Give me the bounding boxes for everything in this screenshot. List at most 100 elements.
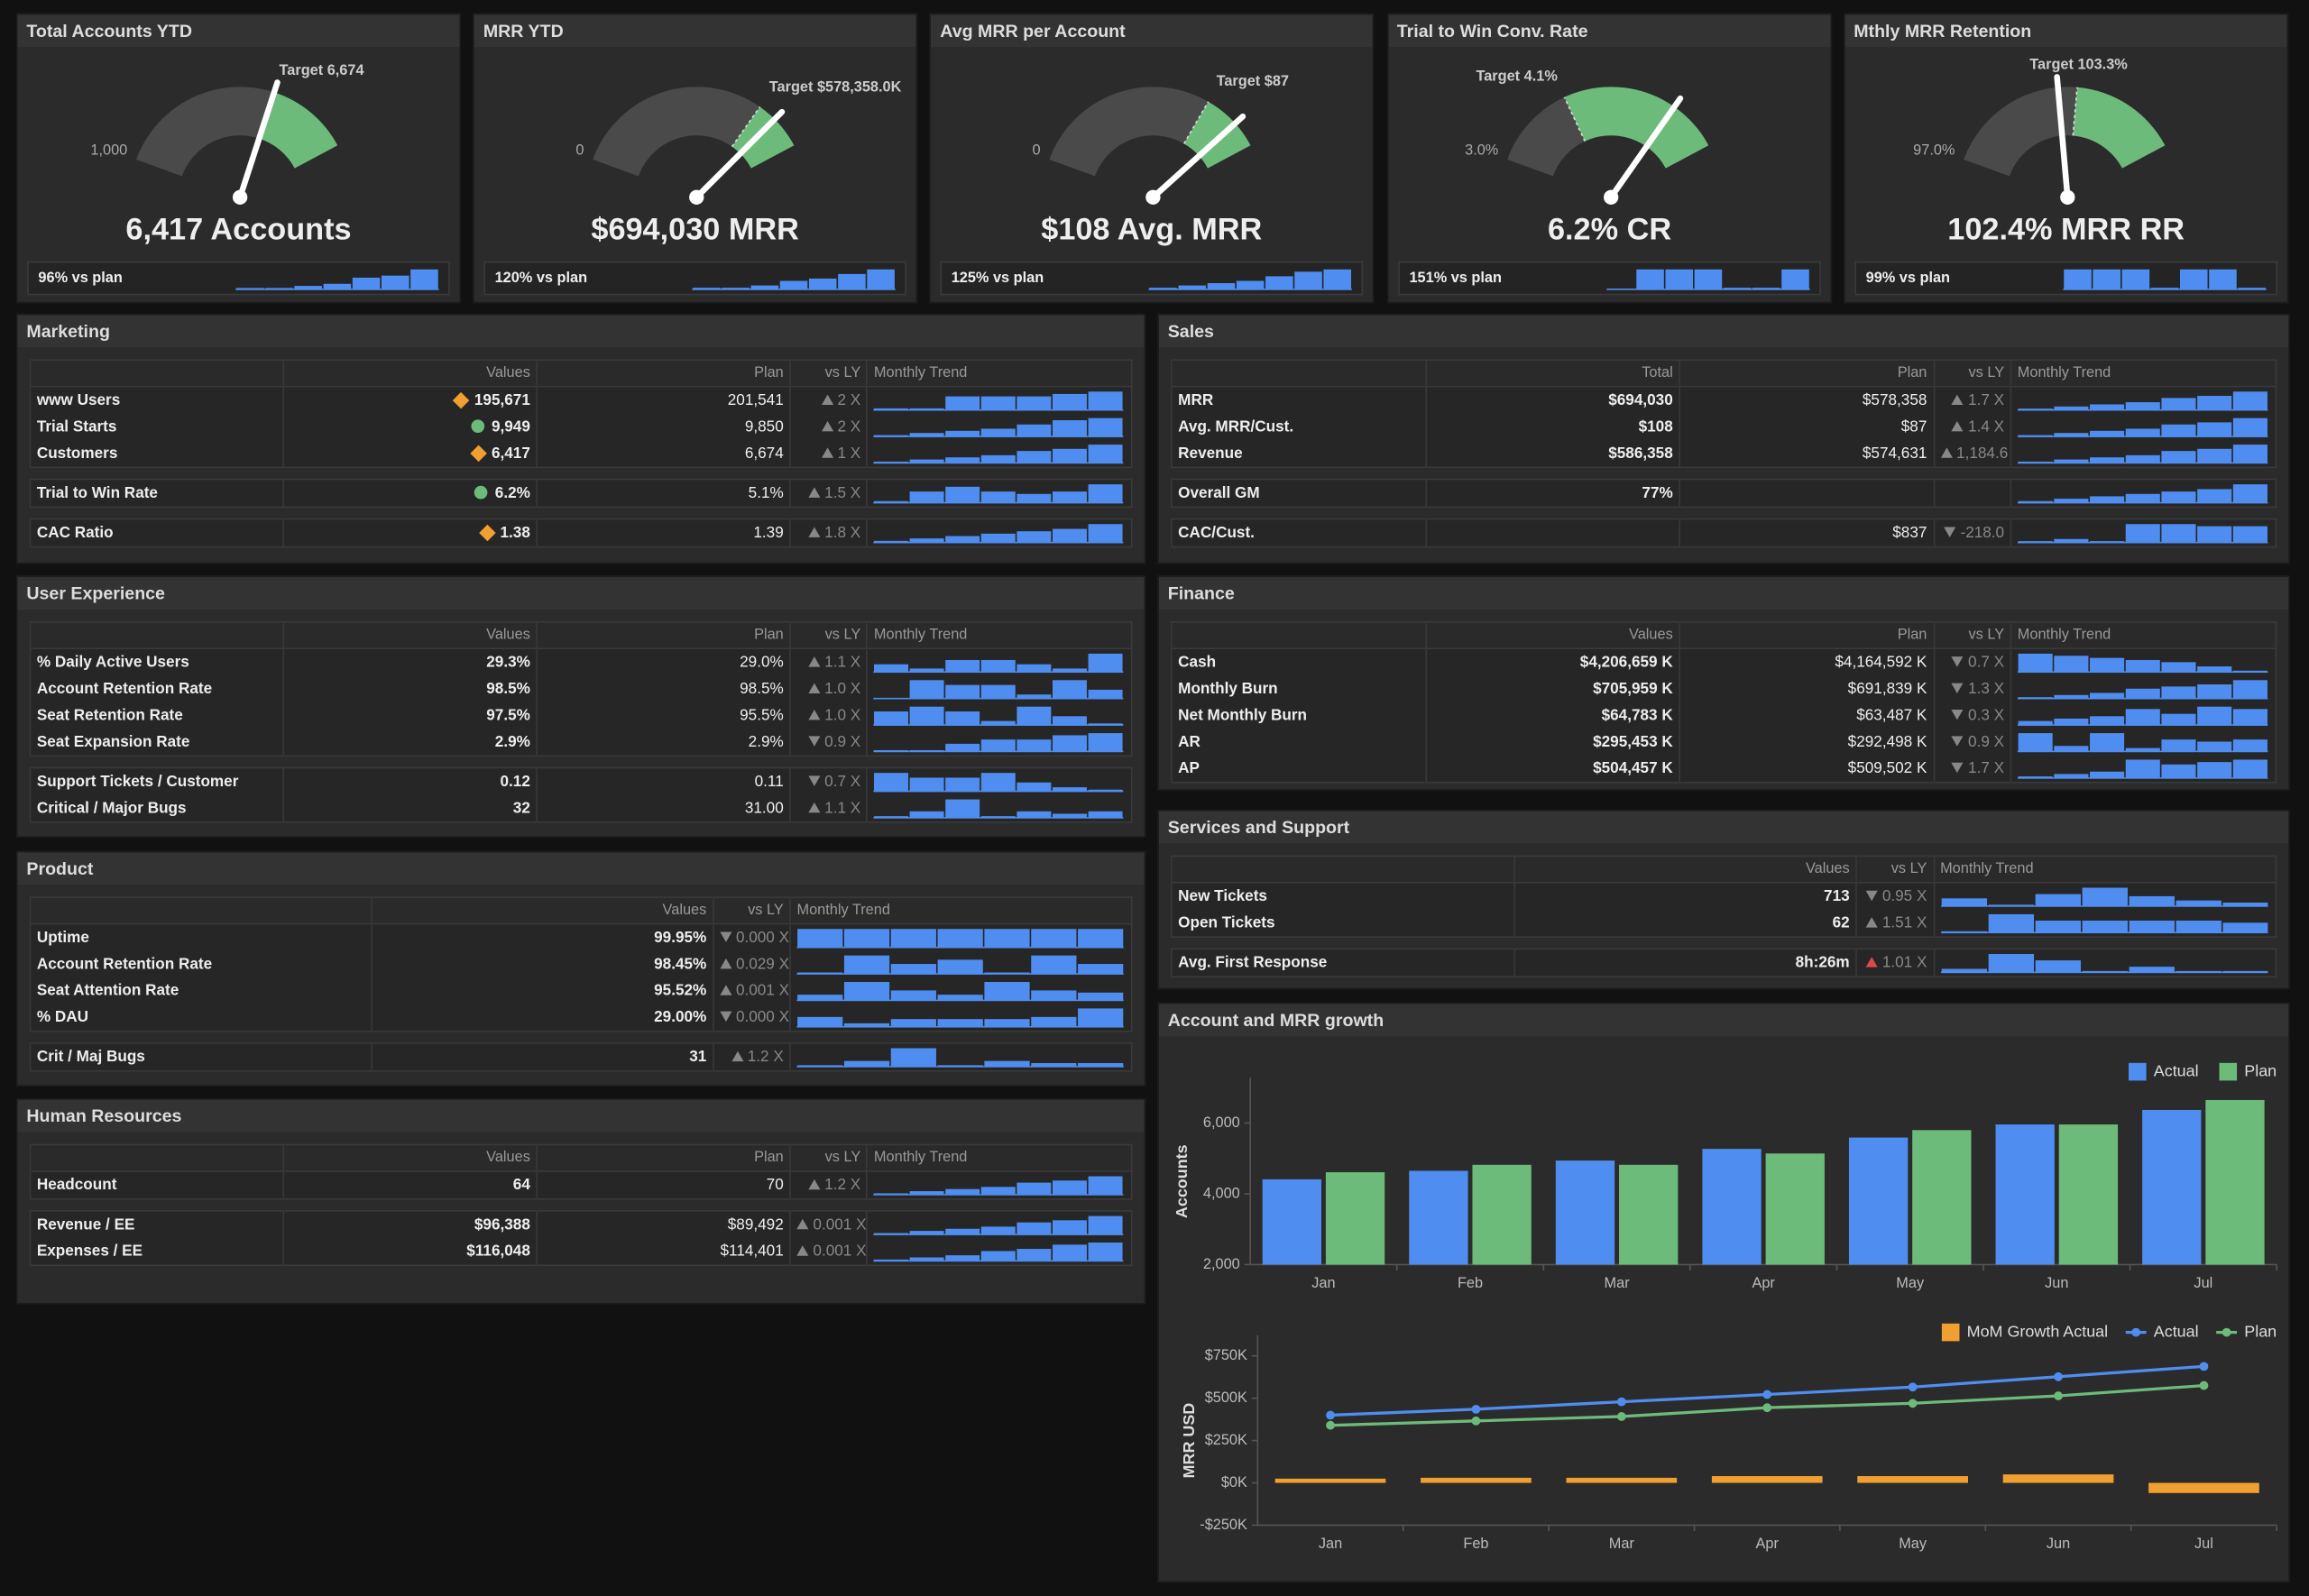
spark-bar xyxy=(2232,417,2268,437)
sparkline xyxy=(796,1008,1125,1028)
spark-bar xyxy=(2125,748,2160,753)
spark-bar xyxy=(844,1060,890,1068)
value-cell: $694,030 xyxy=(1424,386,1680,414)
legend-label: Plan xyxy=(2244,1322,2277,1340)
trend-cell xyxy=(2010,648,2277,676)
line-point xyxy=(1326,1420,1335,1430)
vs-ly-value: 1.5 X xyxy=(824,484,861,502)
vs-ly-cell: 1.7 X xyxy=(1932,386,2011,414)
target-line xyxy=(2072,87,2078,136)
arrow-up xyxy=(796,1245,809,1256)
table-header: Values vs LY Monthly Trend xyxy=(29,896,1133,923)
sparkline xyxy=(2017,706,2268,726)
spark-bar xyxy=(1078,992,1124,1002)
column-header: Monthly Trend xyxy=(866,360,1132,386)
spark-bar xyxy=(2054,774,2089,779)
spark-bar xyxy=(2128,920,2175,934)
spark-bar xyxy=(1089,811,1124,819)
spark-bar xyxy=(2128,967,2175,974)
table-row: Account Retention Rate 98.45% 0.029 X xyxy=(29,950,1132,978)
spark-bar xyxy=(2090,404,2125,411)
spark-bar xyxy=(910,777,945,793)
spark-bar xyxy=(294,286,322,290)
cell-value: 0.11 xyxy=(754,773,784,791)
gauge-arc xyxy=(1506,96,1585,177)
header-row: Values Plan vs LY Monthly Trend xyxy=(29,1144,1132,1170)
spark-bar xyxy=(2018,435,2053,437)
value-cell: 29.0% xyxy=(536,648,791,676)
trend-cell xyxy=(866,413,1132,441)
table-row: Support Tickets / Customer 0.12 0.11 0.7 X xyxy=(29,767,1132,795)
row-group: Headcount 64 70 1.2 X xyxy=(29,1169,1133,1200)
spark-bar xyxy=(945,743,980,753)
vs-ly-value: -218.0 xyxy=(1960,524,2005,542)
sparkline xyxy=(2017,733,2268,753)
spark-bar xyxy=(981,1187,1017,1196)
kpi-gauge: Target $87 0 $108 Avg. MRR 125% vs plan xyxy=(941,73,1364,296)
arrow-up xyxy=(808,709,821,720)
trend-cell xyxy=(2010,386,2277,414)
y-tick-label: $0K xyxy=(1221,1474,1247,1491)
gauge-min: 0 xyxy=(1033,142,1041,158)
spark-bar xyxy=(910,491,945,504)
cell-value: $114,401 xyxy=(720,1242,784,1261)
value-cell: $586,358 xyxy=(1424,440,1680,468)
spark-bar xyxy=(981,720,1017,726)
spark-bar xyxy=(2161,491,2196,504)
table-row: Cash $4,206,659 K $4,164,592 K 0.7 X xyxy=(1170,648,2277,676)
spark-bar xyxy=(981,491,1017,504)
vs-ly-cell: 0.000 X xyxy=(712,923,791,951)
spark-bar xyxy=(1031,955,1077,975)
spark-bar xyxy=(981,454,1017,464)
value-cell: 29.00% xyxy=(371,1004,713,1032)
vs-ly-cell: 2 X xyxy=(789,413,868,441)
row-label: Account Retention Rate xyxy=(29,675,284,702)
vs-ly-value: 0.9 X xyxy=(824,733,861,751)
value-cell: 99.95% xyxy=(371,923,713,951)
spark-bar xyxy=(1089,789,1124,793)
trend-cell xyxy=(866,440,1132,468)
section-title: Sales xyxy=(1158,315,2289,348)
spark-bar xyxy=(2238,288,2266,290)
x-tick-label: Feb xyxy=(1458,1275,1483,1291)
spark-bar xyxy=(1089,524,1124,544)
spark-bar xyxy=(890,1019,937,1028)
value-cell: 98.5% xyxy=(536,675,791,702)
cell-value: $504,457 K xyxy=(1593,759,1673,778)
spark-bar xyxy=(1324,269,1352,290)
spark-bar xyxy=(2222,922,2268,934)
value-cell: 8h:26m xyxy=(1513,949,1857,977)
vs-ly-cell: 0.029 X xyxy=(712,950,791,978)
row-label: Critical / Major Bugs xyxy=(29,794,284,822)
value-cell: 6.2% xyxy=(282,479,538,508)
y-tick-label: $250K xyxy=(1205,1432,1247,1448)
spark-bar xyxy=(2150,288,2179,290)
spark-bar xyxy=(2018,733,2053,753)
arrow-up xyxy=(821,420,833,432)
row-label: % Daily Active Users xyxy=(29,648,284,676)
cell-value: $87 xyxy=(1900,417,1927,436)
section-panel: Sales Total Plan vs LY Monthly Trend MRR $694,… xyxy=(1157,313,2290,564)
vs-ly-value: 0.3 X xyxy=(1968,706,2005,725)
vs-ly-value: 1 X xyxy=(837,445,861,463)
value-cell: $108 xyxy=(1424,413,1680,441)
row-label: Crit / Maj Bugs xyxy=(29,1042,373,1071)
kpi-card: Trial to Win Conv. Rate Target 4.1% 3.0% 6.… xyxy=(1386,13,1832,304)
value-cell: 5.1% xyxy=(536,479,791,508)
x-tick-label: Jun xyxy=(2045,1275,2068,1291)
vs-ly-cell: 0.9 X xyxy=(1932,729,2011,756)
trend-cell xyxy=(1932,949,2277,977)
sparkline xyxy=(873,733,1125,753)
kpi-value: 6.2% CR xyxy=(1547,212,1670,246)
vs-ly-cell: 1 X xyxy=(789,440,868,468)
spark-bar xyxy=(910,433,945,437)
table-row: Revenue $586,358 $574,631 1,184.6 xyxy=(1170,440,2277,468)
needle-pivot xyxy=(1603,189,1618,205)
sparkline xyxy=(1940,887,2268,907)
trend-cell xyxy=(2010,518,2277,547)
section-table: Values vs LY Monthly Trend Uptime 99.95% 0.00… xyxy=(29,896,1133,1082)
cell-value: $116,048 xyxy=(466,1242,530,1261)
row-label: Avg. MRR/Cust. xyxy=(1170,413,1426,441)
cell-value: 62 xyxy=(1832,913,1850,932)
sparkline xyxy=(1940,913,2268,934)
